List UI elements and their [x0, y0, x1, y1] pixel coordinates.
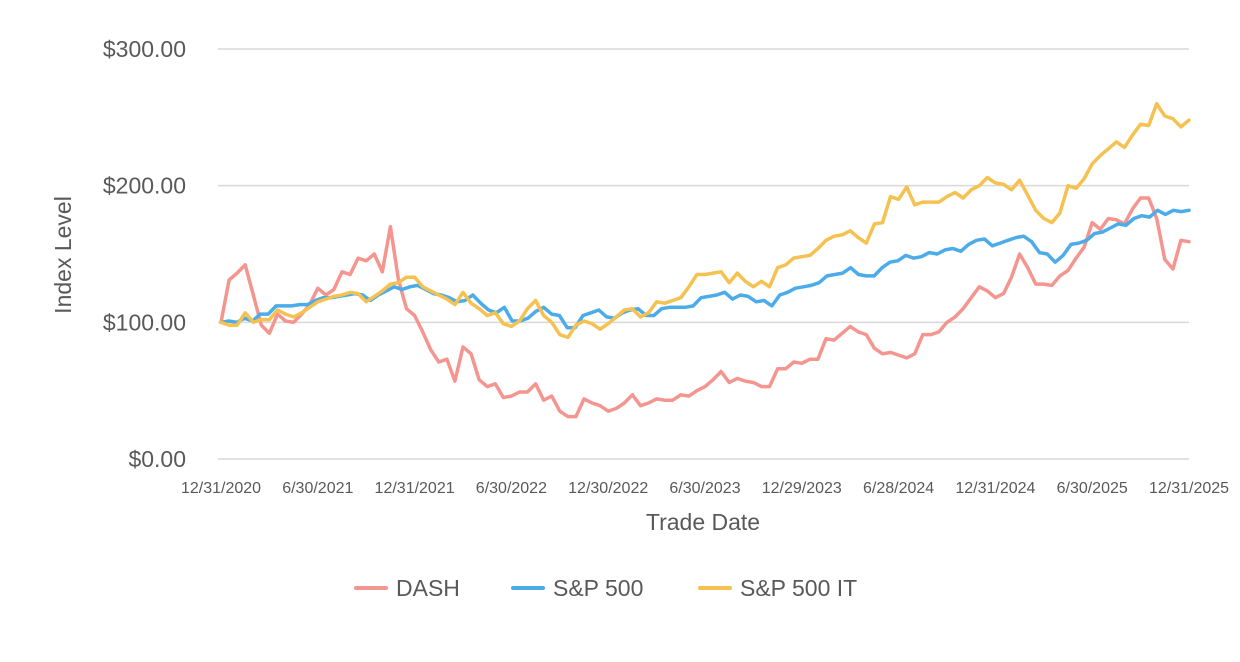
- y-tick-label: $300.00: [103, 36, 186, 62]
- y-axis-title: Index Level: [50, 196, 76, 314]
- legend-label: S&P 500: [553, 575, 643, 601]
- series-line-s-p-500: [219, 208, 1191, 330]
- x-tick-label: 12/31/2021: [375, 480, 455, 497]
- gridlines: [218, 48, 1189, 460]
- x-tick-label: 12/29/2023: [762, 480, 842, 497]
- x-tick-label: 6/30/2023: [669, 480, 740, 497]
- x-tick-label: 6/28/2024: [863, 480, 934, 497]
- x-tick-label: 12/31/2020: [181, 480, 261, 497]
- x-axis-ticks: 12/31/2020 6/30/2021 12/31/2021 6/30/2022 12…: [181, 480, 1229, 497]
- x-axis-title: Trade Date: [646, 509, 760, 535]
- legend: DASH S&P 500 S&P 500 IT: [354, 575, 857, 601]
- y-tick-label: $100.00: [103, 309, 186, 335]
- x-tick-label: 12/31/2025: [1149, 480, 1229, 497]
- x-tick-label: 12/30/2022: [568, 480, 648, 497]
- series-lines: [219, 101, 1191, 419]
- x-tick-label: 12/31/2024: [955, 480, 1035, 497]
- y-tick-label: $200.00: [103, 173, 186, 199]
- x-tick-label: 6/30/2025: [1057, 480, 1128, 497]
- legend-label: DASH: [396, 575, 460, 601]
- series-line-s-p-500-it: [219, 101, 1191, 340]
- y-axis-ticks: $0.00 $100.00 $200.00 $300.00: [103, 36, 186, 472]
- legend-label: S&P 500 IT: [740, 575, 857, 601]
- y-tick-label: $0.00: [128, 446, 186, 472]
- series-line-dash: [219, 196, 1191, 419]
- x-tick-label: 6/30/2021: [282, 480, 353, 497]
- x-tick-label: 6/30/2022: [476, 480, 547, 497]
